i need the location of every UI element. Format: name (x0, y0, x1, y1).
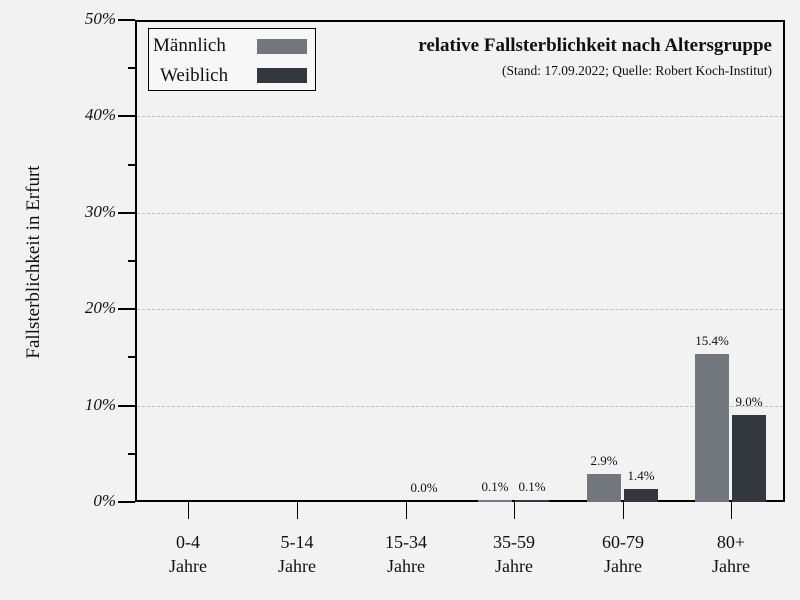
x-tick-label: 0-4 Jahre (169, 532, 207, 576)
x-tick (188, 502, 189, 519)
bar-value-label: 0.0% (410, 480, 438, 495)
y-tick-label: 0% (93, 491, 116, 510)
y-minor-tick (128, 452, 135, 455)
x-tick-label: 15-34 Jahre (385, 532, 427, 576)
legend: Männlich Weiblich (148, 28, 316, 91)
y-minor-tick (128, 67, 135, 70)
y-tick-label: 30% (84, 201, 116, 221)
bar-female (624, 488, 658, 502)
bar-value-label: 1.4% (627, 467, 655, 483)
bar-male (478, 500, 512, 502)
y-tick (118, 115, 135, 118)
bar-female (732, 415, 766, 502)
y-tick (118, 308, 135, 311)
legend-swatch-female (257, 68, 307, 83)
legend-label-female: Weiblich (160, 65, 229, 86)
y-tick-label: 50% (84, 9, 116, 28)
x-tick-label: 80+ Jahre (712, 532, 750, 576)
y-minor-tick (128, 260, 135, 262)
y-tick-label: 40% (84, 105, 116, 125)
x-tick (731, 502, 732, 519)
y-tick-label: 10% (84, 394, 116, 414)
x-tick-label: 5-14 Jahre (278, 532, 316, 576)
bar-value-label: 0.1% (518, 479, 546, 494)
y-tick (118, 19, 135, 21)
bar-value-label: 0.1% (481, 479, 509, 494)
x-tick (623, 502, 624, 519)
y-axis-title: Fallsterblichkeit in Erfurt (23, 165, 44, 359)
legend-item-female: Weiblich (149, 63, 315, 89)
y-tick-label: 20% (84, 298, 116, 318)
legend-swatch-male (257, 39, 307, 54)
x-tick (514, 502, 515, 519)
gridline (137, 405, 783, 407)
y-tick (118, 404, 135, 407)
bar-male (695, 353, 729, 502)
x-tick-label: 35-59 Jahre (493, 532, 535, 576)
plot-frame (135, 20, 785, 502)
chart-title: relative Fallsterblichkeit nach Altersgr… (418, 35, 772, 56)
x-tick (297, 502, 298, 519)
bar-male (587, 474, 621, 502)
bar-value-label: 2.9% (590, 453, 618, 469)
y-minor-tick (128, 163, 135, 166)
y-minor-tick (128, 356, 135, 359)
bar-female (515, 500, 549, 502)
x-tick-label: 60-79 Jahre (602, 532, 644, 576)
gridline (137, 212, 783, 214)
y-tick (118, 211, 135, 214)
legend-label-male: Männlich (153, 35, 226, 56)
x-tick (406, 502, 407, 519)
y-tick (118, 501, 135, 503)
chart-subtitle: (Stand: 17.09.2022; Quelle: Robert Koch-… (502, 63, 772, 78)
bar-value-label: 15.4% (695, 332, 729, 348)
legend-item-male: Männlich (149, 33, 315, 59)
gridline (137, 116, 783, 118)
bar-value-label: 9.0% (735, 394, 763, 410)
gridline (137, 309, 783, 311)
